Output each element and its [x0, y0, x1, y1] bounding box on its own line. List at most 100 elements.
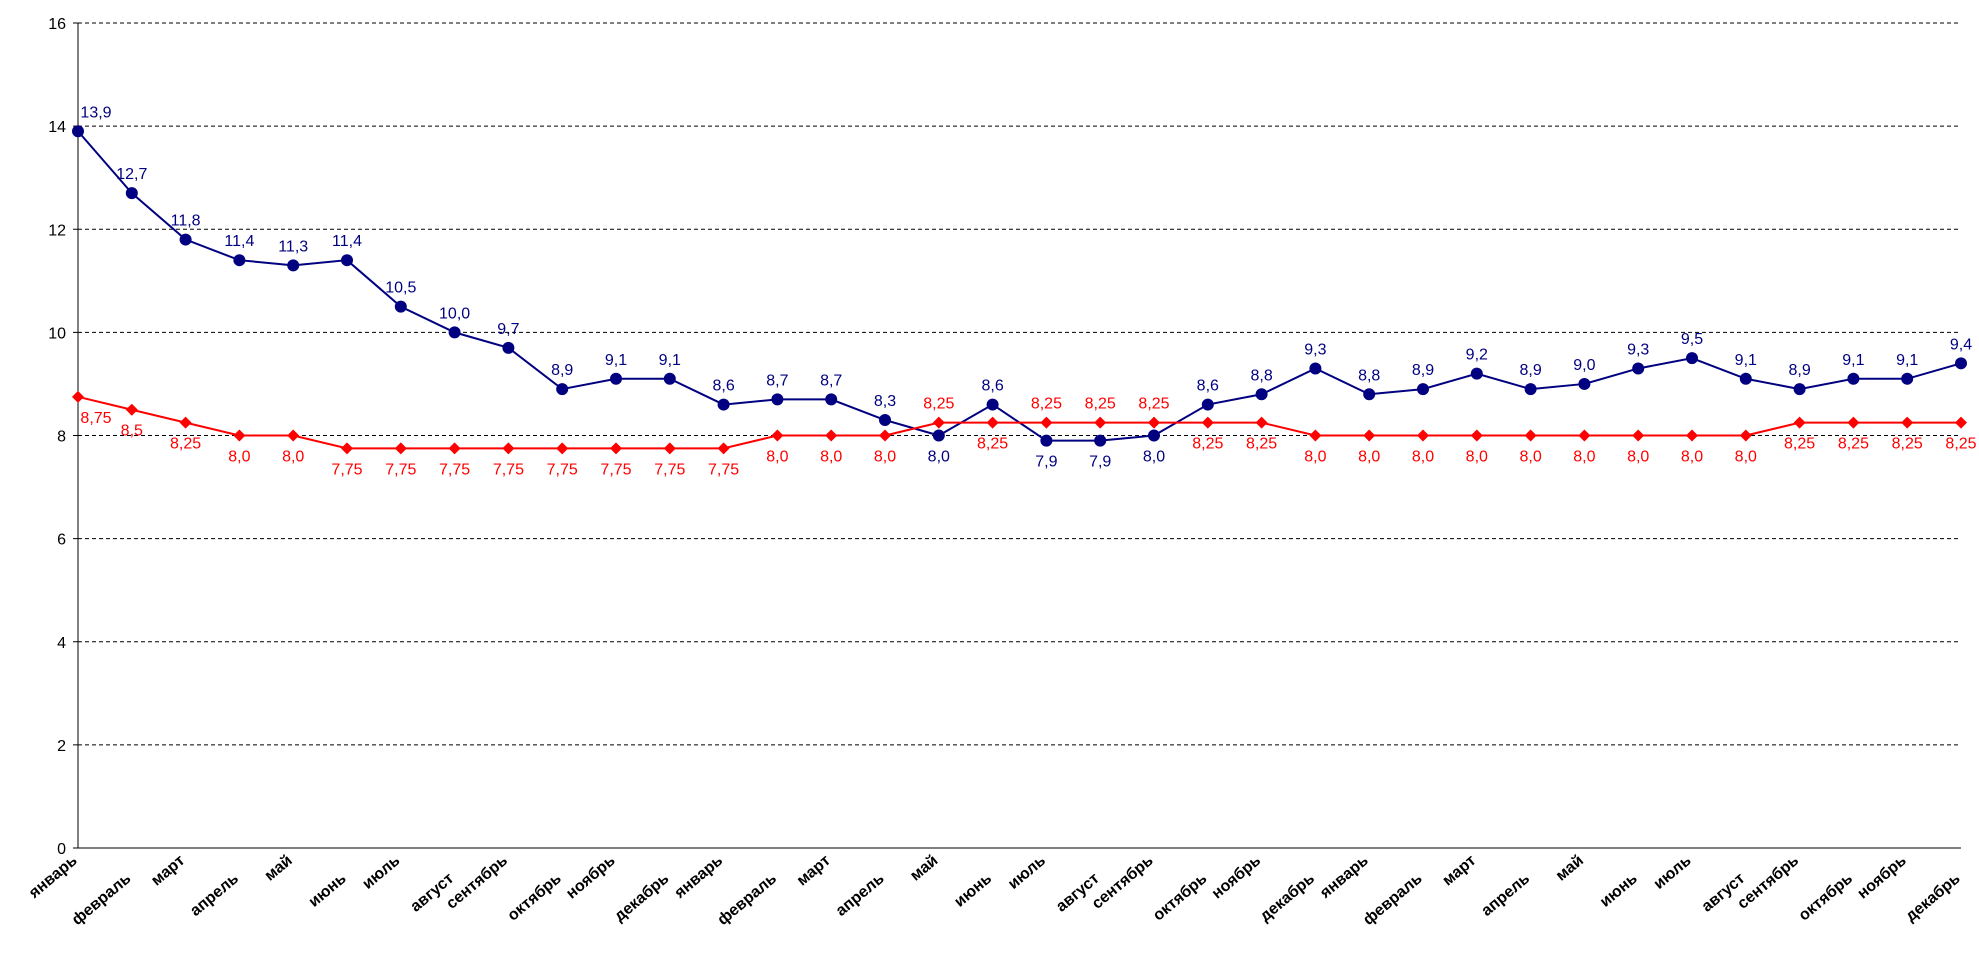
data-label: 9,1	[1896, 352, 1918, 369]
data-label: 9,4	[1950, 336, 1972, 353]
series-line	[77, 395, 1961, 450]
point	[610, 372, 622, 385]
point	[72, 125, 84, 138]
data-label: 13,9	[80, 104, 111, 121]
point	[663, 442, 676, 455]
point	[1040, 416, 1053, 429]
data-label: 11,4	[332, 233, 362, 250]
x-tick-label: февраль	[714, 870, 780, 929]
y-tick-label: 8	[57, 429, 66, 446]
data-label: 8,0	[228, 449, 250, 466]
x-tick-label: апрель	[187, 870, 242, 920]
point	[825, 393, 838, 406]
data-label: 8,0	[1519, 449, 1541, 466]
x-tick-label: апрель	[1478, 870, 1533, 920]
data-label: 8,25	[1784, 436, 1815, 453]
point	[448, 326, 461, 339]
point	[341, 254, 353, 267]
data-label: 8,0	[820, 449, 842, 466]
series-line	[77, 130, 1962, 442]
data-label: 7,75	[493, 461, 524, 478]
point	[986, 416, 999, 429]
point	[1955, 416, 1967, 429]
x-tick-label: январь	[25, 852, 81, 902]
point	[825, 429, 838, 442]
x-tick-label: октябрь	[1796, 870, 1856, 925]
data-label: 9,1	[1842, 352, 1864, 369]
point	[986, 398, 999, 411]
y-tick-label: 2	[57, 738, 66, 755]
point	[1632, 362, 1645, 375]
data-label: 8,9	[1788, 362, 1810, 379]
point	[717, 398, 730, 411]
x-tick-label: ноябрь	[1854, 852, 1910, 902]
data-label: 8,9	[551, 362, 573, 379]
data-label: 8,0	[1627, 449, 1649, 466]
point	[1201, 416, 1214, 429]
point	[1901, 416, 1914, 429]
data-label: 7,75	[708, 461, 739, 478]
y-tick-label: 4	[57, 635, 66, 652]
x-tick-label: март	[148, 852, 188, 890]
point	[771, 393, 784, 406]
x-tick-label: февраль	[69, 870, 135, 929]
data-label: 11,8	[171, 213, 201, 230]
data-label: 8,25	[1945, 436, 1976, 453]
data-label: 8,6	[981, 378, 1003, 395]
point	[663, 372, 676, 385]
data-label: 7,75	[600, 461, 631, 478]
data-label: 8,0	[1681, 449, 1703, 466]
data-label: 9,1	[659, 352, 681, 369]
data-label: 8,0	[1358, 449, 1380, 466]
data-label: 8,25	[170, 436, 201, 453]
point	[1148, 416, 1160, 429]
point	[448, 442, 461, 455]
point	[1955, 357, 1967, 370]
x-tick-label: ноябрь	[563, 852, 619, 902]
data-label: 9,3	[1627, 341, 1649, 358]
data-label: 12,7	[116, 166, 147, 183]
point	[502, 442, 515, 455]
data-label: 8,0	[1412, 449, 1434, 466]
point	[1578, 377, 1591, 390]
data-label: 8,25	[977, 436, 1008, 453]
point	[1255, 388, 1268, 401]
point	[1686, 352, 1698, 365]
point	[879, 429, 891, 442]
point	[1470, 429, 1483, 442]
point	[1632, 429, 1645, 442]
x-tick-label: декабрь	[611, 870, 672, 925]
point	[1524, 383, 1537, 396]
point	[1417, 429, 1429, 442]
data-label: 8,25	[1192, 436, 1223, 453]
x-tick-label: май	[262, 852, 296, 885]
x-tick-label: июль	[359, 852, 403, 893]
data-label: 7,9	[1089, 454, 1111, 471]
point	[1901, 372, 1914, 385]
point	[502, 341, 515, 354]
point	[556, 442, 569, 455]
data-label: 8,25	[923, 396, 954, 413]
data-label: 10,5	[385, 280, 416, 297]
x-tick-label: май	[907, 852, 941, 885]
x-tick-label: март	[1439, 852, 1479, 890]
y-tick-label: 6	[57, 532, 66, 549]
point	[1148, 429, 1160, 442]
data-label: 9,2	[1466, 347, 1488, 364]
point	[1847, 416, 1860, 429]
y-tick-label: 14	[48, 119, 66, 136]
point	[125, 403, 138, 416]
data-label: 7,75	[331, 461, 362, 478]
x-tick-label: июнь	[306, 870, 350, 911]
data-label: 8,9	[1412, 362, 1434, 379]
point	[932, 416, 945, 429]
data-label: 8,25	[1031, 396, 1062, 413]
data-label: 8,0	[1466, 449, 1488, 466]
data-label: 9,0	[1573, 357, 1595, 374]
point	[1094, 434, 1107, 447]
data-label: 8,0	[1304, 449, 1326, 466]
point	[179, 233, 192, 246]
x-tick-label: январь	[1316, 852, 1372, 902]
data-label: 11,4	[224, 233, 254, 250]
point	[1363, 388, 1376, 401]
